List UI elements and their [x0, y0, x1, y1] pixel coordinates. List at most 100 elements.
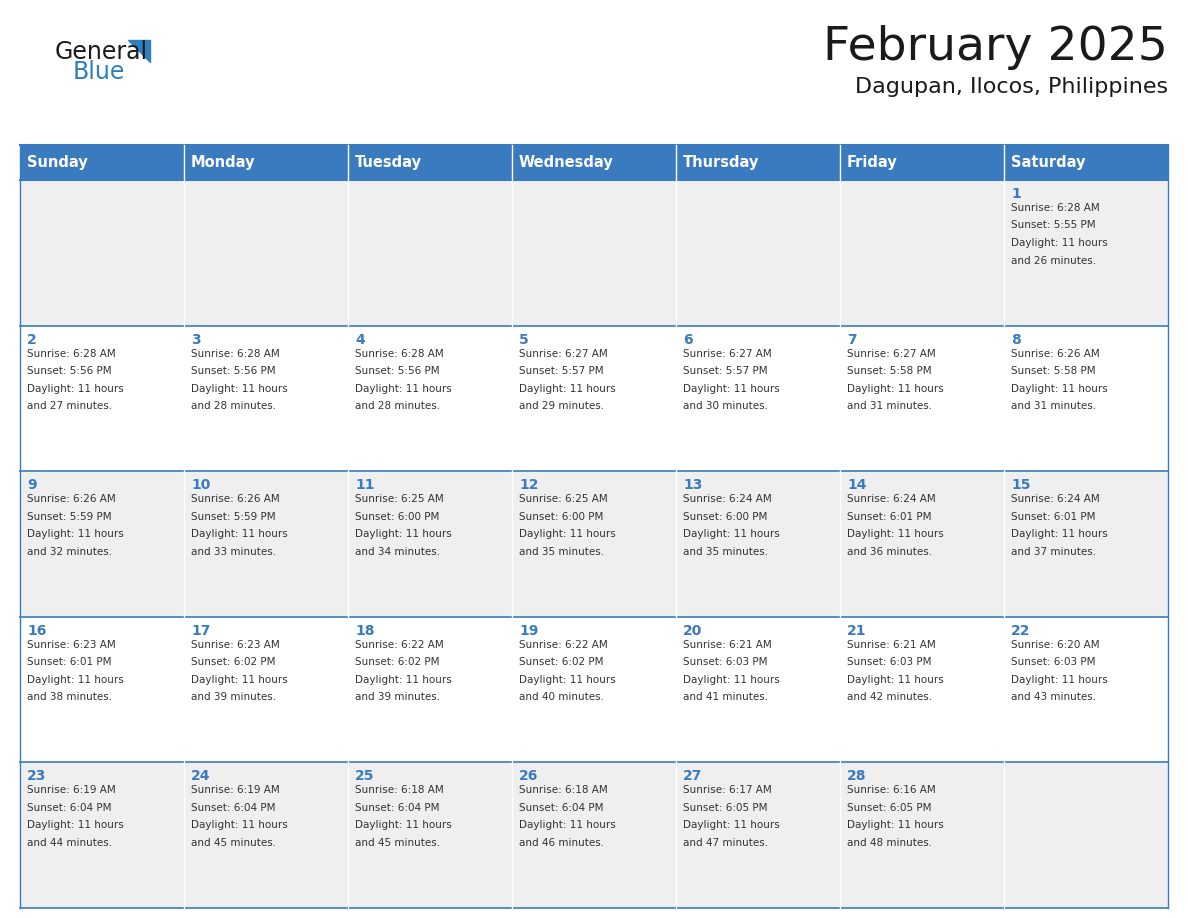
- Text: Daylight: 11 hours: Daylight: 11 hours: [519, 384, 615, 394]
- Text: Tuesday: Tuesday: [355, 155, 422, 170]
- Text: 8: 8: [1011, 332, 1020, 347]
- Text: and 31 minutes.: and 31 minutes.: [847, 401, 933, 411]
- Text: Sunset: 6:03 PM: Sunset: 6:03 PM: [847, 657, 931, 667]
- Text: Sunset: 6:05 PM: Sunset: 6:05 PM: [683, 803, 767, 813]
- Text: Sunset: 5:58 PM: Sunset: 5:58 PM: [847, 366, 931, 376]
- Bar: [676, 145, 840, 180]
- Text: Daylight: 11 hours: Daylight: 11 hours: [683, 675, 779, 685]
- Text: Sunset: 6:03 PM: Sunset: 6:03 PM: [683, 657, 767, 667]
- Text: Daylight: 11 hours: Daylight: 11 hours: [355, 529, 451, 539]
- Text: and 48 minutes.: and 48 minutes.: [847, 838, 933, 848]
- Polygon shape: [128, 40, 150, 62]
- Text: and 33 minutes.: and 33 minutes.: [191, 547, 276, 556]
- Bar: [676, 471, 840, 617]
- Text: Sunrise: 6:24 AM: Sunrise: 6:24 AM: [847, 494, 936, 504]
- Text: Sunrise: 6:19 AM: Sunrise: 6:19 AM: [191, 786, 279, 795]
- Text: Sunset: 6:00 PM: Sunset: 6:00 PM: [683, 511, 767, 521]
- Text: Sunrise: 6:26 AM: Sunrise: 6:26 AM: [191, 494, 279, 504]
- Text: Sunrise: 6:19 AM: Sunrise: 6:19 AM: [27, 786, 115, 795]
- Text: and 34 minutes.: and 34 minutes.: [355, 547, 440, 556]
- Text: Sunset: 6:05 PM: Sunset: 6:05 PM: [847, 803, 931, 813]
- Bar: [840, 763, 1004, 908]
- Text: and 39 minutes.: and 39 minutes.: [355, 692, 440, 702]
- Text: and 38 minutes.: and 38 minutes.: [27, 692, 112, 702]
- Text: 6: 6: [683, 332, 693, 347]
- Text: and 36 minutes.: and 36 minutes.: [847, 547, 933, 556]
- Bar: [1004, 145, 1168, 180]
- Text: Wednesday: Wednesday: [519, 155, 614, 170]
- Text: 3: 3: [191, 332, 201, 347]
- Text: February 2025: February 2025: [823, 25, 1168, 70]
- Bar: [20, 326, 184, 471]
- Text: Sunrise: 6:28 AM: Sunrise: 6:28 AM: [191, 349, 279, 359]
- Text: Daylight: 11 hours: Daylight: 11 hours: [191, 384, 287, 394]
- Bar: [840, 326, 1004, 471]
- Bar: [20, 471, 184, 617]
- Text: and 32 minutes.: and 32 minutes.: [27, 547, 112, 556]
- Text: and 35 minutes.: and 35 minutes.: [683, 547, 769, 556]
- Text: 1: 1: [1011, 187, 1020, 201]
- Text: Sunset: 6:00 PM: Sunset: 6:00 PM: [519, 511, 604, 521]
- Text: Daylight: 11 hours: Daylight: 11 hours: [847, 384, 943, 394]
- Text: and 45 minutes.: and 45 minutes.: [191, 838, 276, 848]
- Bar: [348, 471, 512, 617]
- Text: 2: 2: [27, 332, 37, 347]
- Text: Sunrise: 6:28 AM: Sunrise: 6:28 AM: [355, 349, 444, 359]
- Text: 12: 12: [519, 478, 538, 492]
- Text: 23: 23: [27, 769, 46, 783]
- Bar: [512, 326, 676, 471]
- Text: Sunset: 5:56 PM: Sunset: 5:56 PM: [355, 366, 440, 376]
- Text: Daylight: 11 hours: Daylight: 11 hours: [1011, 238, 1107, 248]
- Bar: [512, 763, 676, 908]
- Text: Sunrise: 6:16 AM: Sunrise: 6:16 AM: [847, 786, 936, 795]
- Text: Sunset: 6:04 PM: Sunset: 6:04 PM: [519, 803, 604, 813]
- Bar: [184, 763, 348, 908]
- Bar: [348, 145, 512, 180]
- Text: 27: 27: [683, 769, 702, 783]
- Text: Daylight: 11 hours: Daylight: 11 hours: [847, 821, 943, 831]
- Text: 20: 20: [683, 624, 702, 638]
- Text: Sunset: 6:01 PM: Sunset: 6:01 PM: [27, 657, 112, 667]
- Text: Daylight: 11 hours: Daylight: 11 hours: [355, 384, 451, 394]
- Bar: [512, 145, 676, 180]
- Bar: [20, 763, 184, 908]
- Bar: [512, 471, 676, 617]
- Text: and 41 minutes.: and 41 minutes.: [683, 692, 769, 702]
- Text: and 27 minutes.: and 27 minutes.: [27, 401, 112, 411]
- Text: 18: 18: [355, 624, 374, 638]
- Text: Sunrise: 6:24 AM: Sunrise: 6:24 AM: [1011, 494, 1100, 504]
- Bar: [512, 617, 676, 763]
- Text: 15: 15: [1011, 478, 1030, 492]
- Text: Blue: Blue: [72, 60, 126, 84]
- Text: and 44 minutes.: and 44 minutes.: [27, 838, 112, 848]
- Text: 25: 25: [355, 769, 374, 783]
- Bar: [840, 471, 1004, 617]
- Text: Daylight: 11 hours: Daylight: 11 hours: [1011, 675, 1107, 685]
- Text: Sunset: 5:58 PM: Sunset: 5:58 PM: [1011, 366, 1095, 376]
- Text: Sunday: Sunday: [27, 155, 88, 170]
- Bar: [676, 180, 840, 326]
- Text: Sunset: 6:02 PM: Sunset: 6:02 PM: [519, 657, 604, 667]
- Text: 4: 4: [355, 332, 365, 347]
- Text: Sunset: 6:02 PM: Sunset: 6:02 PM: [355, 657, 440, 667]
- Text: 17: 17: [191, 624, 210, 638]
- Text: Friday: Friday: [847, 155, 898, 170]
- Text: Daylight: 11 hours: Daylight: 11 hours: [27, 675, 124, 685]
- Text: 5: 5: [519, 332, 529, 347]
- Text: Thursday: Thursday: [683, 155, 759, 170]
- Text: Sunrise: 6:18 AM: Sunrise: 6:18 AM: [519, 786, 608, 795]
- Text: Sunrise: 6:22 AM: Sunrise: 6:22 AM: [519, 640, 608, 650]
- Text: Sunrise: 6:26 AM: Sunrise: 6:26 AM: [27, 494, 115, 504]
- Bar: [348, 326, 512, 471]
- Text: Sunrise: 6:20 AM: Sunrise: 6:20 AM: [1011, 640, 1100, 650]
- Text: General: General: [55, 40, 148, 64]
- Text: 21: 21: [847, 624, 866, 638]
- Bar: [20, 145, 184, 180]
- Text: Dagupan, Ilocos, Philippines: Dagupan, Ilocos, Philippines: [855, 77, 1168, 97]
- Text: Sunrise: 6:27 AM: Sunrise: 6:27 AM: [683, 349, 772, 359]
- Text: Sunrise: 6:28 AM: Sunrise: 6:28 AM: [27, 349, 115, 359]
- Text: Daylight: 11 hours: Daylight: 11 hours: [191, 821, 287, 831]
- Bar: [184, 180, 348, 326]
- Text: Sunrise: 6:21 AM: Sunrise: 6:21 AM: [683, 640, 772, 650]
- Text: 24: 24: [191, 769, 210, 783]
